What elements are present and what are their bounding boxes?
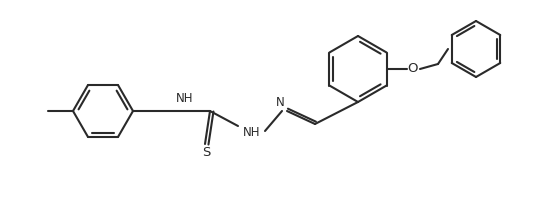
Text: N: N bbox=[276, 95, 284, 108]
Text: S: S bbox=[202, 145, 210, 159]
Text: O: O bbox=[408, 62, 418, 76]
Text: NH: NH bbox=[176, 92, 194, 106]
Text: NH: NH bbox=[243, 127, 261, 140]
